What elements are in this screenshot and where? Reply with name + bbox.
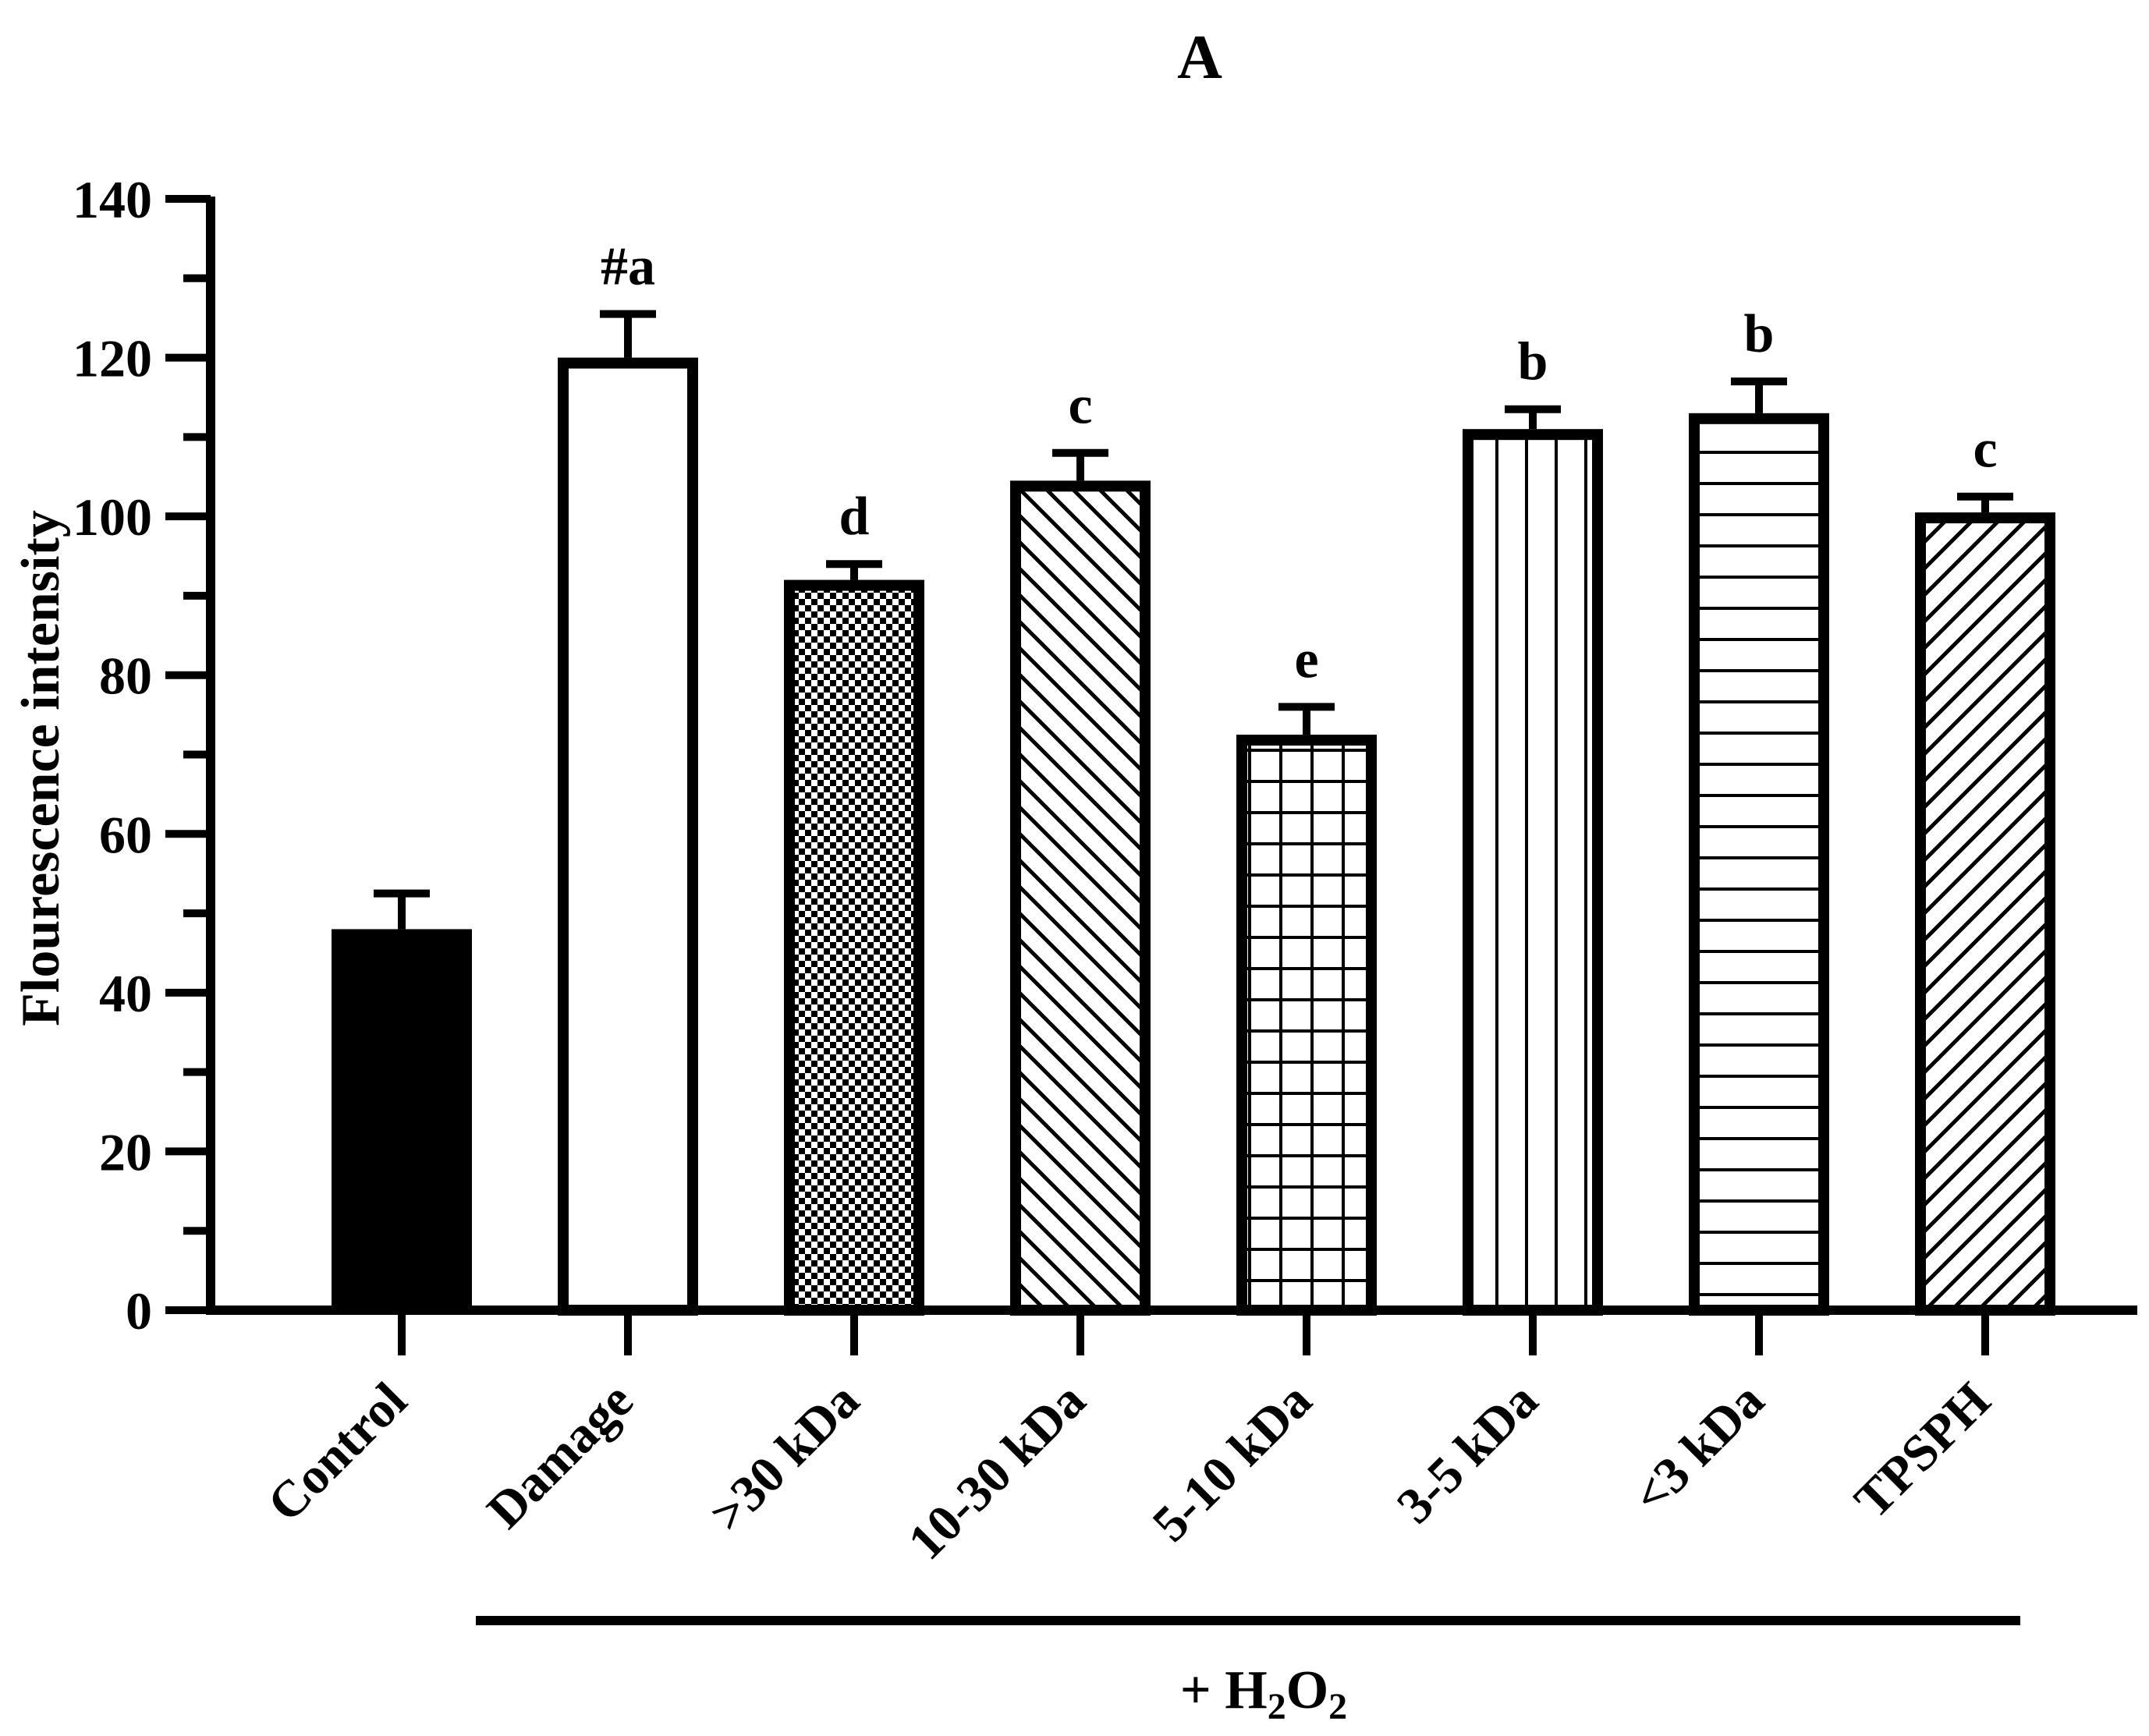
bars: #a d c e b b c xyxy=(332,237,2055,1316)
y-tick-label: 20 xyxy=(99,1122,152,1182)
h2o2-label: + H2O2 xyxy=(1180,1660,1347,1727)
bar-damage xyxy=(558,357,698,1316)
bar-30-kda xyxy=(784,579,924,1316)
bar-3-5-kda xyxy=(1463,429,1603,1316)
y-tick-label: 140 xyxy=(73,170,152,229)
bar-control xyxy=(332,929,472,1310)
y-tick-label: 100 xyxy=(73,487,152,547)
significance-10-30-kda: c xyxy=(1068,376,1092,436)
y-tick-label: 40 xyxy=(99,964,152,1023)
x-label-3-kda: <3 kDa xyxy=(1622,1372,1775,1525)
x-axis: Control Damage >30 kDa 10-30 kDa 5-10 kDa 3-5… xyxy=(206,1306,2137,1571)
x-label-3-5-kda: 3-5 kDa xyxy=(1386,1372,1548,1534)
x-label-tpsph: TPSPH xyxy=(1844,1372,2002,1529)
significance-30-kda: d xyxy=(839,487,870,547)
x-label-5-10-kda: 5-10 kDa xyxy=(1142,1372,1323,1553)
h2o2-mid: O xyxy=(1286,1660,1328,1720)
y-tick-label: 80 xyxy=(99,647,152,706)
x-label-control: Control xyxy=(257,1372,417,1532)
y-axis: 0 20 40 60 80 100 120 140 xyxy=(73,170,215,1341)
y-tick-label: 60 xyxy=(99,805,152,864)
h2o2-sub2: 2 xyxy=(1328,1686,1347,1727)
y-axis-label: Flourescence intensity xyxy=(11,510,71,1026)
bar-3-kda xyxy=(1689,413,1829,1316)
significance-5-10-kda: e xyxy=(1294,629,1318,689)
h2o2-prefix: + H xyxy=(1180,1660,1268,1720)
group-annotation: + H2O2 xyxy=(476,1616,2020,1727)
significance-3-kda: b xyxy=(1744,304,1775,364)
panel-label: A xyxy=(1177,23,1222,92)
y-tick-label: 0 xyxy=(126,1281,152,1341)
x-label-damage: Damage xyxy=(477,1372,644,1539)
bar-10-30-kda xyxy=(1010,480,1151,1316)
significance-3-5-kda: b xyxy=(1518,332,1548,392)
x-label-10-30-kda: 10-30 kDa xyxy=(897,1372,1096,1571)
bar-5-10-kda xyxy=(1236,735,1377,1316)
y-tick-label: 120 xyxy=(73,329,152,388)
significance-damage: #a xyxy=(601,237,655,297)
bar-tpsph xyxy=(1915,512,2055,1316)
significance-tpsph: c xyxy=(1973,420,1997,480)
h2o2-sub1: 2 xyxy=(1268,1686,1286,1727)
x-label-30-kda: >30 kDa xyxy=(699,1372,871,1543)
